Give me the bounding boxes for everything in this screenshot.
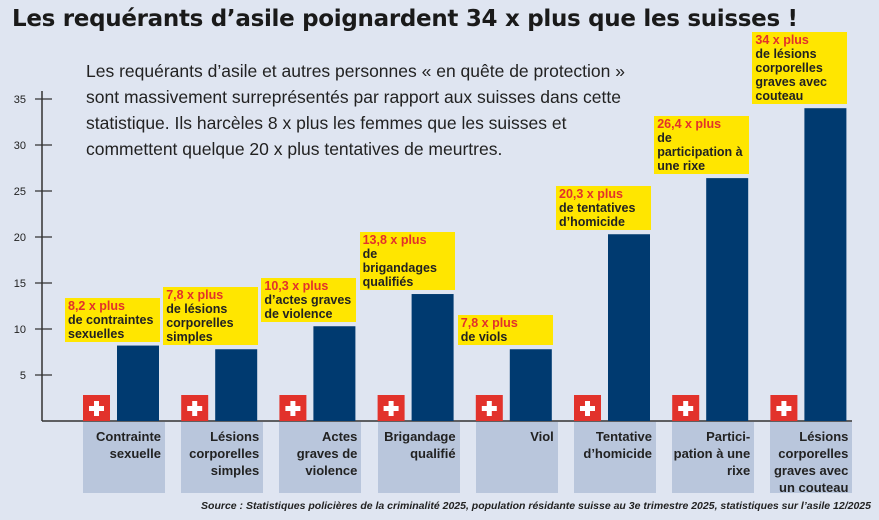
- label-text: de contraintes sexuelles: [68, 312, 154, 341]
- data-label: 34 x plus de lésions corporelles graves a…: [752, 32, 848, 105]
- source-note: Source : Statistiques policières de la c…: [201, 500, 871, 512]
- label-text: de viols: [460, 330, 508, 345]
- swiss-cross: [383, 406, 399, 411]
- swiss-cross: [285, 406, 301, 411]
- category-label: Tentative d’homicide: [574, 422, 656, 493]
- bar: [313, 326, 356, 421]
- label-text: de lésions corporelles graves avec coute…: [755, 47, 827, 104]
- label-highlight: 7,8 x plus: [166, 288, 224, 303]
- bar: [215, 349, 258, 421]
- label-highlight: 34 x plus: [755, 33, 809, 48]
- bar: [804, 108, 847, 421]
- category-label: Partici-pation à une rixe: [672, 422, 755, 493]
- intro-text: Les requérants d’asile et autres personn…: [86, 61, 625, 159]
- label-highlight: 10,3 x plus: [264, 279, 329, 294]
- swiss-cross: [481, 406, 497, 411]
- bar: [509, 349, 552, 421]
- data-label: 7,8 x plus de lésions corporelles simples: [163, 287, 259, 346]
- swiss-cross: [89, 406, 104, 411]
- label-text: de lésions corporelles simples: [166, 302, 234, 345]
- category-label: Contrainte sexuelle: [83, 422, 165, 493]
- label-highlight: 7,8 x plus: [460, 316, 518, 331]
- swiss-cross: [776, 406, 792, 411]
- label-highlight: 26,4 x plus: [657, 117, 722, 132]
- category-label: Lésions corporelles graves avec un coute…: [770, 422, 853, 495]
- data-label: 7,8 x plus de viols: [457, 315, 553, 346]
- label-highlight: 8,2 x plus: [68, 298, 125, 313]
- category-label: Brigandage qualifié: [377, 422, 460, 493]
- label-text: de participation à une rixe: [657, 131, 743, 174]
- label-highlight: 13,8 x plus: [362, 233, 427, 248]
- category-label: Actes graves de violence: [279, 422, 362, 493]
- y-tick-label: 10: [14, 324, 26, 336]
- data-label: 10,3 x plus d’actes graves de violence: [261, 278, 357, 323]
- y-tick-label: 35: [14, 94, 26, 106]
- data-label: 20,3 x plus de tentatives d’homicide: [556, 186, 651, 231]
- swiss-cross: [580, 406, 595, 411]
- bar: [411, 294, 454, 421]
- y-tick-label: 30: [14, 140, 26, 152]
- bar: [117, 345, 159, 421]
- data-label: 26,4 x plus de participation à une rixe: [654, 116, 750, 175]
- swiss-cross: [187, 406, 203, 411]
- bar: [706, 178, 749, 421]
- category-label: Lésions corporelles simples: [181, 422, 264, 493]
- label-text: d’actes graves de violence: [264, 293, 352, 322]
- label-text: de brigandages qualifiés: [362, 247, 437, 290]
- data-label: 8,2 x plus de contraintes sexuelles: [65, 297, 160, 342]
- y-tick-label: 25: [14, 186, 26, 198]
- chart-title: Les requérants d’asile poignardent 34 x …: [12, 6, 798, 32]
- bar: [608, 234, 650, 421]
- swiss-cross: [678, 406, 694, 411]
- y-tick-label: 5: [20, 370, 26, 382]
- y-tick-label: 20: [14, 232, 26, 244]
- label-text: de tentatives d’homicide: [559, 201, 636, 230]
- label-highlight: 20,3 x plus: [559, 187, 623, 202]
- data-label: 13,8 x plus de brigandages qualifiés: [359, 232, 455, 291]
- y-tick-label: 15: [14, 278, 26, 290]
- category-label: Viol: [475, 422, 558, 493]
